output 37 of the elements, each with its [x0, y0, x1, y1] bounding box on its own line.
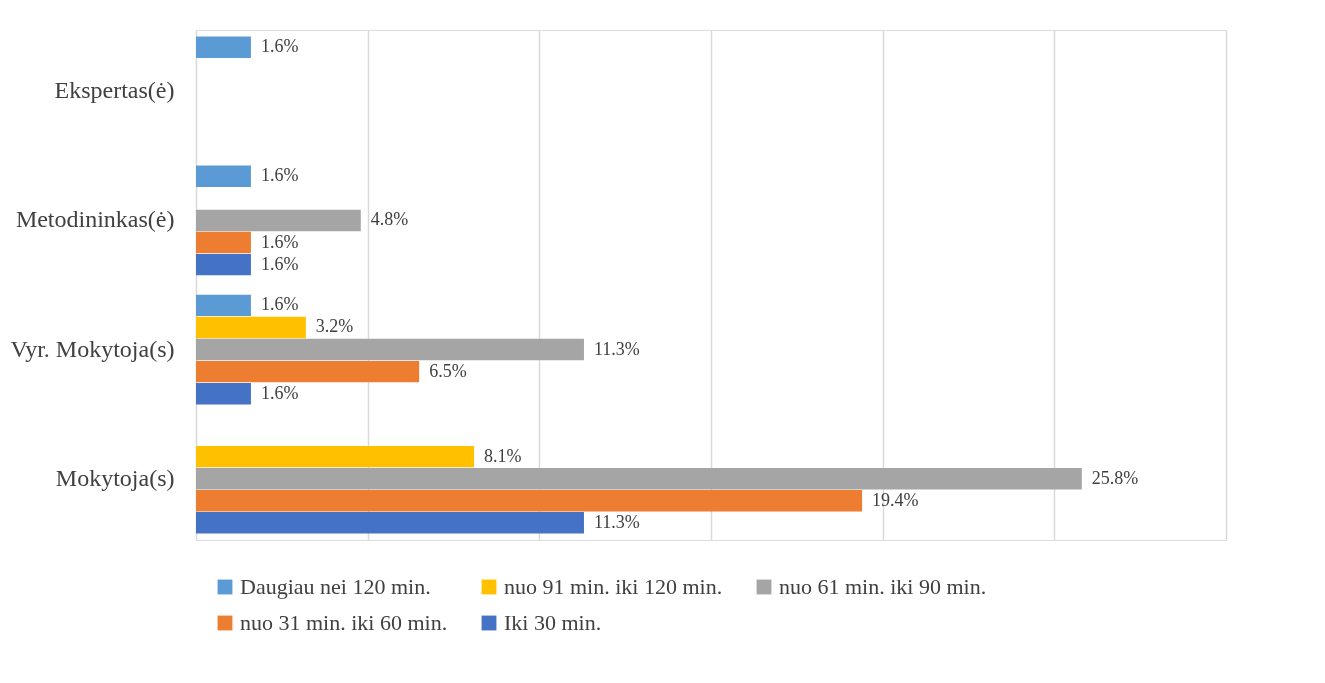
bar [196, 316, 306, 339]
bar [196, 231, 251, 254]
bar [196, 209, 361, 232]
data-label: 11.3% [593, 511, 640, 532]
data-label: 1.6% [260, 165, 299, 186]
bar [196, 338, 584, 361]
y-tick-label: Vyr. Mokytoja(s) [10, 335, 175, 362]
data-label: 1.6% [260, 253, 299, 274]
data-label: 1.6% [260, 36, 299, 57]
bar [196, 467, 1082, 490]
data-label: 19.4% [872, 489, 919, 510]
bar [196, 253, 251, 276]
bar [196, 36, 251, 58]
legend-label: Daugiau nei 120 min. [240, 574, 431, 599]
y-tick-label: Mokytoja(s) [55, 464, 175, 491]
legend-label: nuo 61 min. iki 90 min. [779, 574, 987, 599]
data-label: 1.6% [260, 294, 299, 315]
data-label: 3.2% [315, 316, 354, 337]
data-label: 1.6% [260, 231, 299, 252]
y-tick-label: Ekspertas(ė) [54, 77, 175, 104]
bar [196, 490, 863, 512]
bar [196, 360, 420, 383]
bar [196, 445, 475, 468]
legend-label: Iki 30 min. [504, 610, 602, 635]
data-label: 25.8% [1091, 467, 1139, 488]
bar [196, 383, 251, 405]
bar [196, 294, 251, 317]
data-label: 11.3% [593, 338, 640, 359]
legend-label: nuo 31 min. iki 60 min. [240, 610, 448, 635]
data-label: 6.5% [429, 360, 467, 381]
legend-label: nuo 91 min. iki 120 min. [504, 574, 723, 599]
data-label: 1.6% [260, 382, 299, 403]
data-label: 4.8% [370, 209, 409, 230]
bar [196, 165, 251, 187]
data-label: 8.1% [484, 445, 522, 466]
bar [196, 512, 584, 534]
y-tick-label: Metodininkas(ė) [15, 206, 175, 233]
